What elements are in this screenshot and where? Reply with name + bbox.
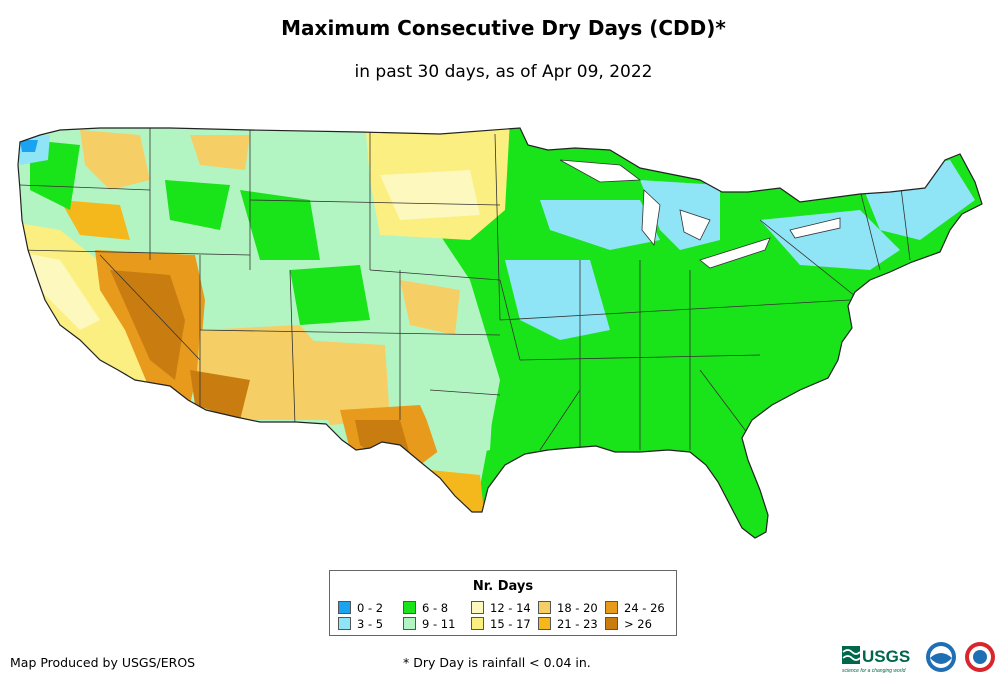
- map-credit: Map Produced by USGS/EROS: [10, 655, 196, 670]
- agency-logos: USGS science for a changing world: [842, 642, 995, 674]
- legend-label: 15 - 17: [490, 617, 531, 631]
- legend-title: Nr. Days: [472, 579, 534, 594]
- usgs-tagline: science for a changing world: [842, 668, 906, 674]
- nws-logo: [965, 642, 995, 672]
- legend-item: > 26: [605, 617, 652, 631]
- legend-swatch: [538, 601, 551, 614]
- legend-swatch: [471, 617, 484, 630]
- legend-swatch: [403, 617, 416, 630]
- legend-swatch: [471, 601, 484, 614]
- legend-swatch: [403, 601, 416, 614]
- noaa-logo: [926, 642, 956, 672]
- legend-swatch: [338, 601, 351, 614]
- legend-item: 18 - 20: [538, 601, 598, 615]
- legend-item: 6 - 8: [403, 601, 448, 615]
- legend-label: 9 - 11: [422, 617, 456, 631]
- legend-item: 24 - 26: [605, 601, 665, 615]
- legend-label: 0 - 2: [357, 601, 384, 615]
- legend-item: 12 - 14: [471, 601, 531, 615]
- legend-label: 21 - 23: [557, 617, 598, 631]
- legend-item: 0 - 2: [338, 601, 383, 615]
- legend-swatch: [338, 617, 351, 630]
- legend-swatch: [605, 601, 618, 614]
- usgs-logo: USGS science for a changing world: [842, 646, 910, 674]
- map-title: Maximum Consecutive Dry Days (CDD)*: [281, 16, 726, 40]
- legend-label: 6 - 8: [422, 601, 449, 615]
- dry-day-footnote: * Dry Day is rainfall < 0.04 in.: [403, 655, 591, 670]
- legend-label: 18 - 20: [557, 601, 598, 615]
- legend: Nr. Days 0 - 2 3 - 5 6 - 8 9 - 11 12 - 1…: [329, 570, 677, 636]
- legend-label: > 26: [624, 617, 652, 631]
- legend-swatch: [605, 617, 618, 630]
- legend-label: 12 - 14: [490, 601, 531, 615]
- legend-item: 3 - 5: [338, 617, 383, 631]
- legend-item: 15 - 17: [471, 617, 531, 631]
- us-cdd-map: [17, 127, 983, 539]
- legend-label: 24 - 26: [624, 601, 665, 615]
- legend-item: 21 - 23: [538, 617, 598, 631]
- usgs-wordmark: USGS: [862, 647, 910, 666]
- legend-item: 9 - 11: [403, 617, 455, 631]
- legend-swatch: [538, 617, 551, 630]
- map-subtitle: in past 30 days, as of Apr 09, 2022: [354, 62, 653, 82]
- legend-label: 3 - 5: [357, 617, 384, 631]
